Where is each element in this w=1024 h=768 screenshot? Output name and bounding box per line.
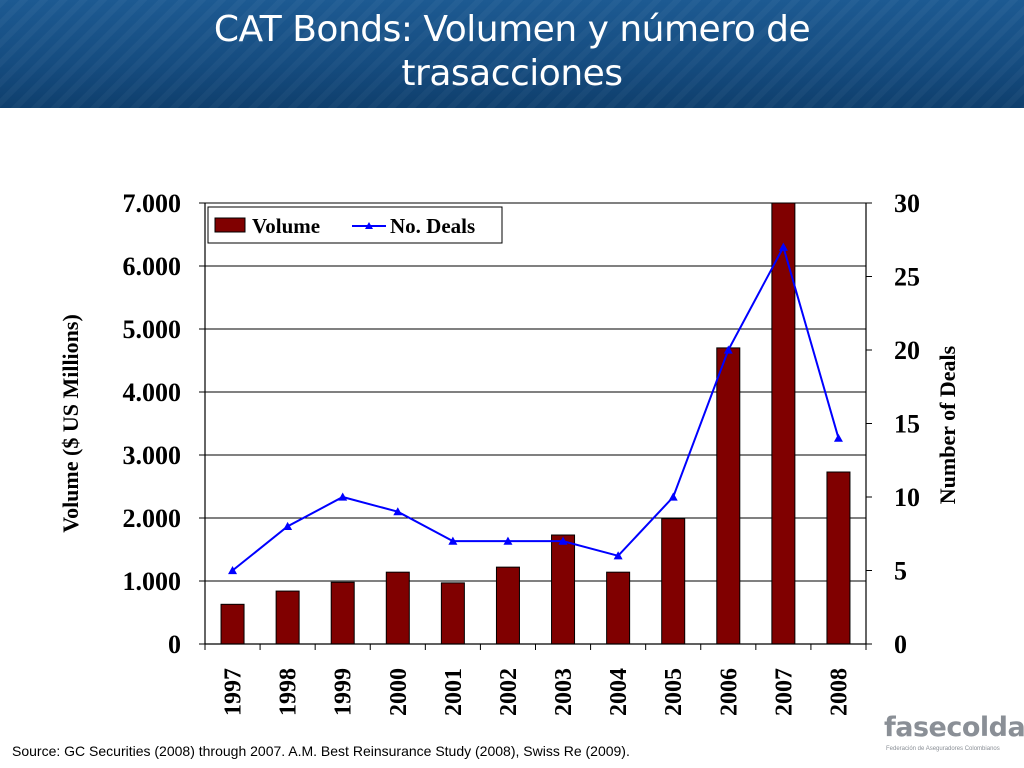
deals-point-2002 — [503, 536, 513, 545]
legend-deals-label: No. Deals — [390, 214, 475, 238]
y-tick-label: 5.000 — [123, 315, 182, 344]
deals-point-2004 — [613, 551, 623, 560]
x-tick-label: 2007 — [771, 668, 797, 716]
y2-tick-label: 10 — [894, 483, 920, 512]
deals-point-2001 — [448, 536, 458, 545]
legend-volume-label: Volume — [252, 214, 320, 238]
x-tick-label: 2001 — [441, 668, 467, 716]
y-tick-label: 2.000 — [123, 504, 182, 533]
legend-deals-marker — [365, 222, 373, 229]
slide-title-line-1: CAT Bonds: Volumen y número de — [213, 9, 811, 50]
deals-point-2005 — [668, 492, 678, 501]
y-tick-label: 0 — [168, 630, 181, 659]
bar-2008 — [826, 471, 851, 645]
y-tick-label: 3.000 — [123, 441, 182, 470]
x-tick-label: 2005 — [661, 668, 687, 716]
x-tick-label: 2000 — [386, 668, 412, 716]
bar-2004 — [606, 571, 631, 645]
y2-tick-label: 0 — [894, 630, 907, 659]
bar-2007 — [771, 202, 796, 645]
y2-tick-label: 5 — [894, 557, 907, 586]
legend: Volume No. Deals — [207, 206, 503, 244]
x-tick-label: 2002 — [496, 668, 522, 716]
y-tick-label: 4.000 — [123, 378, 182, 407]
title-banner — [0, 0, 1024, 108]
logo-wordmark: fasecolda — [884, 712, 1024, 743]
y-tick-label: 1.000 — [123, 567, 182, 596]
logo-tagline: Federación de Aseguradores Colombianos — [886, 746, 1000, 752]
bar-2005 — [661, 518, 686, 645]
slide-title-line-2: trasacciones — [401, 53, 623, 94]
x-tick-label: 2004 — [606, 668, 632, 716]
x-tick-label: 1999 — [331, 668, 357, 716]
y-axis-title: Volume ($ US Millions) — [58, 314, 83, 533]
deals-point-2007 — [778, 242, 788, 251]
deals-point-2003 — [558, 536, 568, 545]
bar-1999 — [330, 581, 355, 645]
bar-2000 — [385, 571, 410, 645]
deals-point-1999 — [338, 492, 348, 501]
source-note: Source: GC Securities (2008) through 200… — [12, 743, 630, 759]
deals-point-2000 — [393, 507, 403, 516]
y-tick-label: 7.000 — [123, 189, 182, 218]
y2-tick-label: 15 — [894, 410, 920, 439]
y-tick-label: 6.000 — [123, 252, 182, 281]
bar-2006 — [716, 347, 741, 645]
y2-tick-label: 30 — [894, 189, 920, 218]
deals-point-2008 — [833, 433, 843, 442]
bar-2001 — [440, 582, 465, 645]
deals-point-1998 — [283, 521, 293, 530]
y2-tick-label: 25 — [894, 263, 920, 292]
x-tick-label: 2008 — [826, 668, 852, 716]
plot-area — [205, 203, 866, 644]
y2-axis-title: Number of Deals — [935, 345, 960, 504]
x-tick-label: 2003 — [551, 668, 577, 716]
fasecolda-logo: fasecolda Federación de Aseguradores Col… — [880, 712, 1024, 758]
slide-title: CAT Bonds: Volumen y número de trasaccio… — [0, 8, 1024, 96]
bar-2002 — [495, 566, 520, 645]
x-tick-label: 1998 — [276, 668, 302, 716]
bar-1998 — [275, 590, 300, 645]
deals-point-2006 — [723, 345, 733, 354]
y2-tick-label: 20 — [894, 336, 920, 365]
deals-line — [231, 244, 840, 572]
deals-point-1997 — [228, 566, 238, 575]
bar-2003 — [551, 534, 576, 645]
legend-volume-swatch — [214, 217, 246, 233]
bar-1997 — [220, 603, 245, 645]
x-tick-label: 1997 — [221, 668, 247, 716]
x-tick-label: 2006 — [716, 668, 742, 716]
